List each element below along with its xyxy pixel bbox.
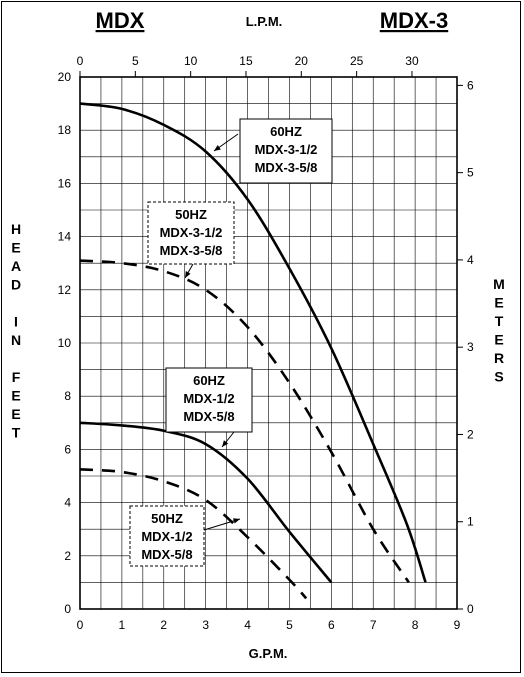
y-label-right-letter: R: [494, 350, 504, 366]
annotation-text: 50HZ: [151, 511, 183, 526]
top-tick-label: 5: [132, 54, 139, 68]
y-label-left-letter: T: [12, 425, 21, 441]
annotation-text: 50HZ: [175, 207, 207, 222]
y-label-left-letter: E: [11, 240, 20, 256]
x-tick-label: 7: [370, 618, 377, 632]
top-axis-label: L.P.M.: [246, 14, 283, 29]
annotation-text: MDX-1/2: [183, 391, 234, 406]
y-label-right-letter: E: [494, 295, 503, 311]
annotation-text: MDX-5/8: [183, 409, 234, 424]
right-tick-label: 6: [467, 78, 474, 92]
top-tick-label: 30: [405, 54, 419, 68]
annotation-arrowhead: [233, 518, 240, 524]
annotation-text: 60HZ: [270, 124, 302, 139]
x-tick-label: 3: [202, 618, 209, 632]
annotation-text: MDX-3-5/8: [160, 243, 223, 258]
y-label-left-letter: E: [11, 406, 20, 422]
y-label-left-letter: I: [14, 314, 18, 330]
top-tick-label: 15: [239, 54, 253, 68]
annotation-text: 60HZ: [193, 373, 225, 388]
y-tick-label: 4: [64, 496, 71, 510]
y-tick-label: 12: [58, 283, 72, 297]
annotation-callout: 60HZ MDX-3-1/2 MDX-3-5/8: [239, 118, 333, 184]
annotation-text: MDX-3-1/2: [255, 142, 318, 157]
x-tick-label: 8: [412, 618, 419, 632]
right-tick-label: 5: [467, 166, 474, 180]
annotation-text: MDX-3-5/8: [255, 160, 318, 175]
y-tick-label: 16: [58, 176, 72, 190]
right-tick-label: 4: [467, 253, 474, 267]
annotation-arrowhead: [214, 145, 221, 151]
y-tick-label: 8: [64, 389, 71, 403]
y-label-left-letter: F: [12, 369, 21, 385]
x-tick-label: 9: [454, 618, 461, 632]
plot-border: [79, 76, 458, 610]
annotation-text: MDX-5/8: [141, 547, 192, 562]
y-tick-label: 18: [58, 123, 72, 137]
annotation-box: [129, 505, 205, 567]
y-label-left-letter: A: [11, 258, 21, 274]
annotation-callout: 50HZ MDX-3-1/2 MDX-3-5/8: [147, 201, 235, 265]
x-tick-label: 0: [77, 618, 84, 632]
title-left: MDX: [96, 8, 145, 33]
x-tick-label: 2: [160, 618, 167, 632]
curve-dashed: [79, 468, 308, 600]
annotation-text: MDX-1/2: [141, 529, 192, 544]
y-label-left-letter: N: [11, 332, 21, 348]
y-label-left-letter: D: [11, 277, 21, 293]
x-tick-label: 6: [328, 618, 335, 632]
right-tick-label: 0: [467, 602, 474, 616]
x-tick-label: 4: [244, 618, 251, 632]
y-tick-label: 2: [64, 549, 71, 563]
annotation-callout: 50HZ MDX-1/2 MDX-5/8: [129, 505, 205, 567]
top-tick-label: 10: [184, 54, 198, 68]
right-tick-label: 2: [467, 427, 474, 441]
top-tick-label: 0: [77, 54, 84, 68]
y-tick-label: 0: [64, 602, 71, 616]
annotation-layer: 60HZ MDX-3-1/2 MDX-3-5/8 50HZ MDX-3-1/2 MDX-3…: [129, 118, 333, 567]
y-label-left-letter: E: [11, 388, 20, 404]
annotation-box: [239, 118, 333, 184]
y-tick-label: 10: [58, 336, 72, 350]
y-label-right-letter: T: [495, 313, 504, 329]
title-right: MDX-3: [380, 8, 448, 33]
top-tick-label: 25: [350, 54, 364, 68]
x-tick-label: 5: [286, 618, 293, 632]
y-label-right-letter: M: [493, 276, 505, 292]
x-axis-label: G.P.M.: [249, 646, 288, 661]
y-label-right-letter: S: [494, 369, 503, 385]
annotation-arrowhead: [222, 440, 229, 447]
y-label-left-letter: H: [11, 221, 21, 237]
y-tick-label: 20: [58, 70, 72, 84]
annotation-box: [147, 201, 235, 265]
series-layer: [79, 102, 427, 600]
y-tick-label: 14: [58, 230, 72, 244]
annotation-arrowhead: [185, 271, 191, 278]
right-tick-label: 1: [467, 515, 474, 529]
annotation-text: MDX-3-1/2: [160, 225, 223, 240]
curve-dashed: [79, 259, 410, 584]
right-tick-label: 3: [467, 340, 474, 354]
curve-solid: [79, 102, 427, 583]
y-tick-label: 6: [64, 442, 71, 456]
curve-solid: [79, 421, 333, 584]
x-tick-label: 1: [119, 618, 126, 632]
annotation-callout: 60HZ MDX-1/2 MDX-5/8: [165, 367, 253, 433]
y-label-right-letter: E: [494, 332, 503, 348]
annotation-box: [165, 367, 253, 433]
top-tick-label: 20: [295, 54, 309, 68]
